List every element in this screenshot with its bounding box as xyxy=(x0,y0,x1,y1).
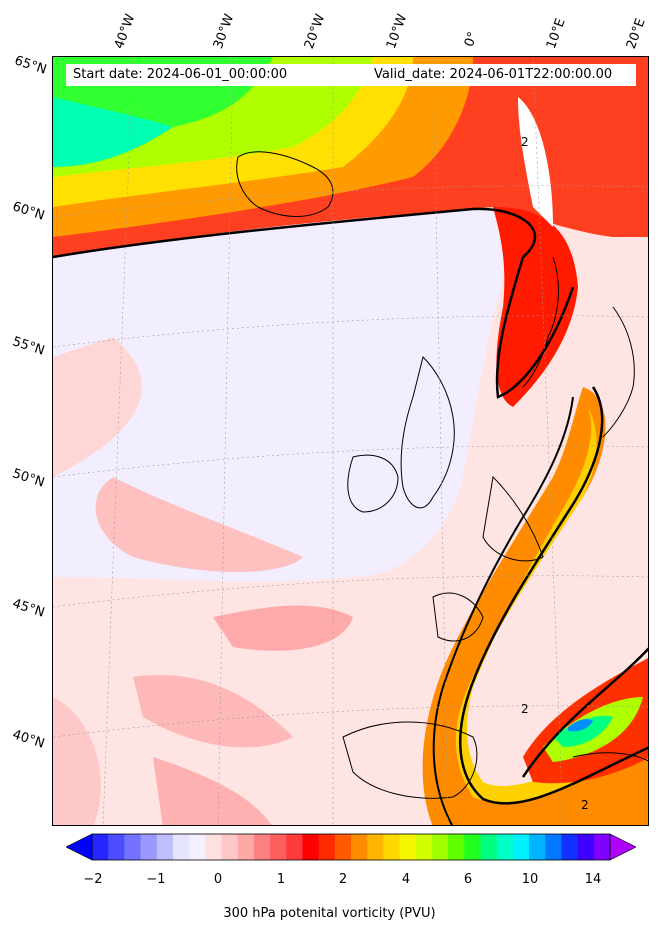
southern-pv-streamer xyxy=(422,387,648,825)
colorbar-swatch xyxy=(480,834,498,860)
latitude-label: 55°N xyxy=(10,334,47,359)
norway-coast xyxy=(522,256,559,388)
colorbar-swatch xyxy=(448,834,465,860)
longitude-label: 10°W xyxy=(383,12,411,51)
latitude-label: 40°N xyxy=(10,727,47,752)
latitude-label: 60°N xyxy=(10,199,47,224)
colorbar-swatch xyxy=(237,834,255,860)
longitude-label: 30°W xyxy=(210,12,238,51)
colorbar-swatch xyxy=(205,834,222,860)
colorbar-tick: −2 xyxy=(83,872,103,887)
colorbar-swatch xyxy=(253,834,271,860)
iceland-coast xyxy=(236,151,334,217)
pv-2-contour-south xyxy=(459,386,648,805)
brittany-coast xyxy=(432,592,484,642)
longitude-label: 10°E xyxy=(543,16,569,51)
latitude-label: 50°N xyxy=(10,466,47,491)
colorbar-swatch xyxy=(415,834,433,860)
low-pv-region xyxy=(53,207,507,582)
pv-trough xyxy=(493,207,578,407)
contour-label: 2 xyxy=(521,135,529,149)
colorbar-swatch xyxy=(221,834,239,860)
coastlines xyxy=(236,151,648,799)
colorbar-swatch xyxy=(189,834,206,860)
pv-field-svg xyxy=(53,57,648,825)
colorbar-swatch xyxy=(108,834,125,860)
colorbar-swatch xyxy=(545,834,562,860)
colorbar-tick: 10 xyxy=(521,872,539,887)
colorbar-tick: 14 xyxy=(584,872,602,887)
italy-coast xyxy=(572,752,648,762)
colorbar-swatch xyxy=(156,834,174,860)
britain-coast xyxy=(400,356,455,509)
colorbar-swatch xyxy=(529,834,546,860)
colorbar-swatch xyxy=(92,834,109,860)
colorbar-swatch xyxy=(270,834,287,860)
pv-map: 2 2 2 xyxy=(52,56,649,826)
colorbar-title: 300 hPa potenital vorticity (PVU) xyxy=(223,906,436,921)
colorbar-swatch xyxy=(318,834,336,860)
colorbar-swatch xyxy=(512,834,530,860)
contour-label: 2 xyxy=(521,702,529,716)
colorbar-extend-max xyxy=(609,833,637,861)
colorbar-swatch xyxy=(140,834,158,860)
colorbar-swatch xyxy=(351,834,368,860)
colorbar-svg xyxy=(65,833,637,861)
sweden-coast xyxy=(602,306,635,438)
colorbar-tick: 1 xyxy=(276,872,286,887)
colorbar xyxy=(65,830,637,864)
colorbar-swatch xyxy=(383,834,401,860)
colorbar-swatch xyxy=(286,834,303,860)
colorbar-extend-min xyxy=(65,833,93,861)
colorbar-tick: 6 xyxy=(463,872,473,887)
longitude-label: 0° xyxy=(461,29,482,49)
colorbar-swatch xyxy=(302,834,320,860)
colorbar-tick: −1 xyxy=(146,872,166,887)
colorbar-swatch xyxy=(561,834,579,860)
latitude-label: 45°N xyxy=(10,596,47,621)
benelux-coast xyxy=(482,475,544,562)
longitude-label: 40°W xyxy=(111,12,139,51)
latitude-label: 65°N xyxy=(12,53,49,78)
colorbar-swatch xyxy=(172,834,190,860)
colorbar-swatch xyxy=(399,834,417,860)
longitude-label: 20°W xyxy=(301,12,329,51)
colorbar-swatch xyxy=(496,834,514,860)
colorbar-tick: 0 xyxy=(213,872,223,887)
contour-label: 2 xyxy=(581,798,589,812)
start-date-label: Start date: 2024-06-01_00:00:00 xyxy=(73,67,288,82)
iberia-coast xyxy=(342,721,478,799)
colorbar-swatch xyxy=(431,834,449,860)
ireland-coast xyxy=(347,454,399,513)
colorbar-swatch xyxy=(367,834,384,860)
valid-date-label: Valid_date: 2024-06-01T22:00:00.00 xyxy=(374,67,613,82)
colorbar-swatch xyxy=(593,834,611,860)
date-info-bar: Start date: 2024-06-01_00:00:00 Valid_da… xyxy=(66,64,636,86)
colorbar-tick: 4 xyxy=(401,872,411,887)
longitude-label: 20°E xyxy=(623,16,649,51)
colorbar-swatch xyxy=(124,834,142,860)
pv-2-contour-north xyxy=(53,207,575,399)
colorbar-swatch xyxy=(464,834,481,860)
colorbar-swatch xyxy=(577,834,595,860)
colorbar-tick: 2 xyxy=(338,872,348,887)
colorbar-frame xyxy=(91,833,611,861)
graticule xyxy=(53,57,648,825)
colorbar-swatch xyxy=(334,834,352,860)
